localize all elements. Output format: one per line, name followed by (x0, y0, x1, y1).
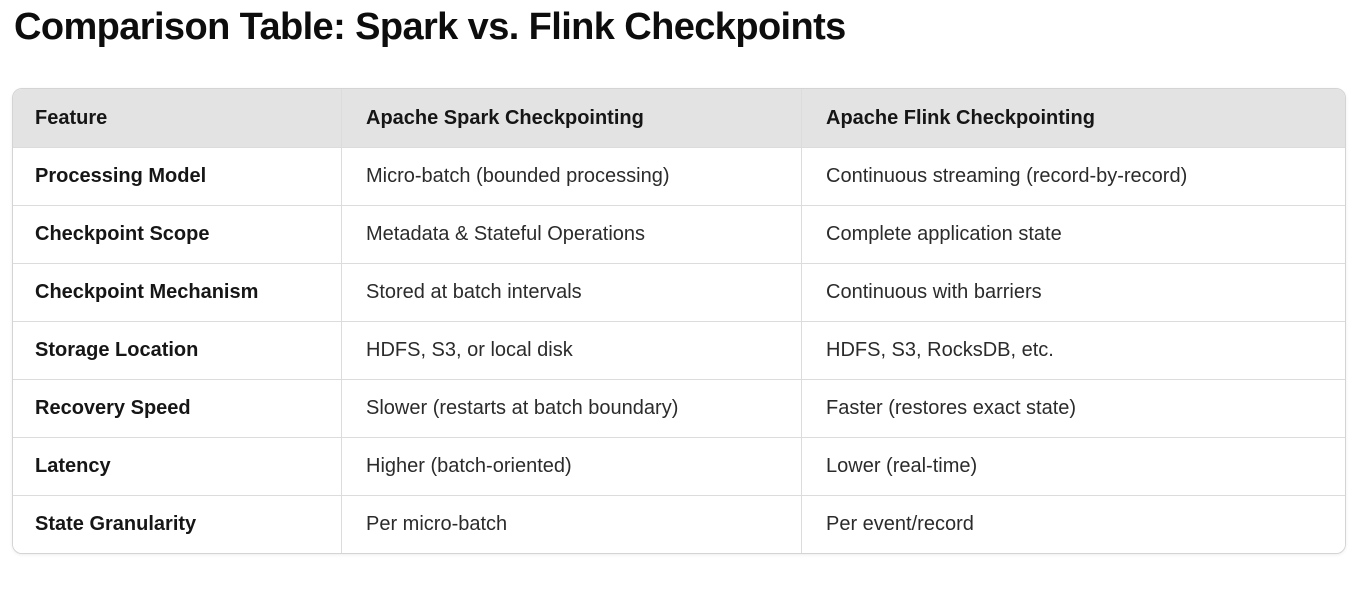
flink-cell: HDFS, S3, RocksDB, etc. (801, 322, 1345, 379)
spark-cell: Higher (batch-oriented) (341, 438, 801, 495)
spark-cell: Slower (restarts at batch boundary) (341, 380, 801, 437)
column-header-flink: Apache Flink Checkpointing (801, 89, 1345, 147)
feature-cell: Processing Model (35, 165, 207, 187)
table-body: Processing Model Micro-batch (bounded pr… (13, 147, 1345, 553)
table-header-row: Feature Apache Spark Checkpointing Apach… (13, 89, 1345, 147)
spark-cell: Micro-batch (bounded processing) (341, 148, 801, 205)
spark-cell: Stored at batch intervals (341, 264, 801, 321)
column-header-feature: Feature (35, 106, 108, 129)
flink-cell: Faster (restores exact state) (801, 380, 1345, 437)
feature-cell: State Granularity (35, 513, 197, 535)
table-row: Processing Model Micro-batch (bounded pr… (13, 147, 1345, 205)
feature-cell: Storage Location (35, 339, 199, 361)
feature-cell: Checkpoint Scope (35, 223, 210, 245)
spark-cell: Per micro-batch (341, 496, 801, 553)
table-row: Checkpoint Mechanism Stored at batch int… (13, 263, 1345, 321)
flink-cell: Per event/record (801, 496, 1345, 553)
table-row: Storage Location HDFS, S3, or local disk… (13, 321, 1345, 379)
column-header-spark: Apache Spark Checkpointing (341, 89, 801, 147)
page-title: Comparison Table: Spark vs. Flink Checkp… (14, 6, 846, 48)
flink-cell: Continuous streaming (record-by-record) (801, 148, 1345, 205)
comparison-table: Feature Apache Spark Checkpointing Apach… (12, 88, 1346, 554)
table-row: State Granularity Per micro-batch Per ev… (13, 495, 1345, 553)
spark-cell: Metadata & Stateful Operations (341, 206, 801, 263)
feature-cell: Checkpoint Mechanism (35, 281, 259, 303)
feature-cell: Latency (35, 455, 111, 477)
flink-cell: Complete application state (801, 206, 1345, 263)
flink-cell: Continuous with barriers (801, 264, 1345, 321)
feature-cell: Recovery Speed (35, 397, 191, 419)
table-row: Latency Higher (batch-oriented) Lower (r… (13, 437, 1345, 495)
table-row: Checkpoint Scope Metadata & Stateful Ope… (13, 205, 1345, 263)
flink-cell: Lower (real-time) (801, 438, 1345, 495)
table-row: Recovery Speed Slower (restarts at batch… (13, 379, 1345, 437)
spark-cell: HDFS, S3, or local disk (341, 322, 801, 379)
